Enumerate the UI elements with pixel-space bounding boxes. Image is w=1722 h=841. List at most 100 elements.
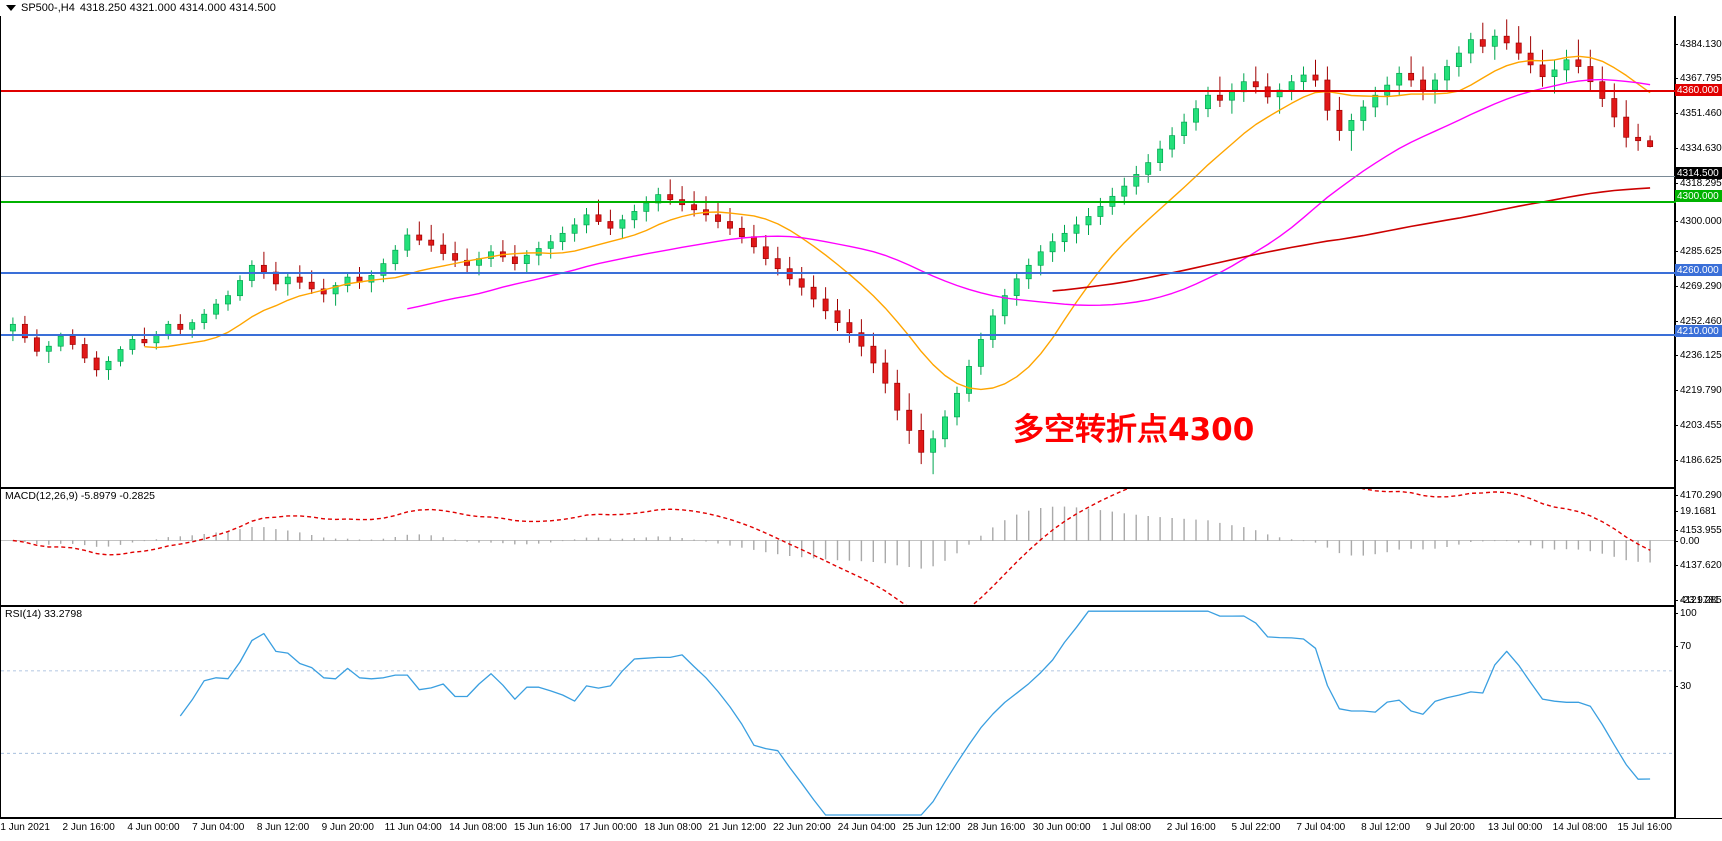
level-line-pivot-4300[interactable] xyxy=(1,201,1676,203)
time-axis-label: 5 Jul 22:00 xyxy=(1231,822,1281,833)
axis-tick-label: -23.9781 xyxy=(1680,594,1720,606)
rsi-axis-tick: 30 xyxy=(1675,680,1722,692)
time-axis-label: 8 Jun 12:00 xyxy=(256,822,310,833)
axis-tick-mark xyxy=(1675,250,1678,252)
time-axis-label: 8 Jul 12:00 xyxy=(1361,822,1411,833)
axis-tick-mark xyxy=(1675,389,1678,391)
axis-tick-mark xyxy=(1675,599,1678,601)
time-axis-label: 21 Jun 12:00 xyxy=(708,822,767,833)
price-plot-area[interactable] xyxy=(1,16,1674,487)
axis-tick-mark xyxy=(1675,685,1678,687)
time-axis-label: 15 Jun 16:00 xyxy=(513,822,572,833)
price-level-label[interactable]: 4360.000 xyxy=(1675,84,1722,96)
axis-tick-mark xyxy=(1675,112,1678,114)
axis-tick-label: 4203.455 xyxy=(1680,419,1722,431)
time-axis-label: 15 Jul 16:00 xyxy=(1617,822,1672,833)
axis-tick-label: 4170.290 xyxy=(1680,489,1722,501)
price-axis[interactable]: 4384.130 4367.795 4351.460 4334.630 4318.295… xyxy=(1675,16,1722,818)
time-axis-label: 25 Jun 12:00 xyxy=(902,822,961,833)
price-axis-tick: 4318.295 xyxy=(1675,177,1722,189)
time-axis-label: 7 Jul 04:00 xyxy=(1296,822,1346,833)
axis-tick-label: 4219.790 xyxy=(1680,384,1722,396)
chart-annotation-text: 多空转折点4300 xyxy=(1013,412,1255,448)
time-axis-label: 22 Jun 20:00 xyxy=(772,822,831,833)
axis-tick-label: 0.00 xyxy=(1680,535,1700,547)
price-axis-tick: 4367.795 xyxy=(1675,72,1722,84)
level-line-current-price-4314[interactable] xyxy=(1,176,1676,177)
time-axis-label: 1 Jun 2021 xyxy=(0,822,50,833)
time-axis-label: 14 Jul 08:00 xyxy=(1552,822,1608,833)
triangle-down-icon[interactable] xyxy=(6,5,16,11)
rsi-axis-tick: 100 xyxy=(1675,607,1722,619)
candlestick-canvas xyxy=(9,19,1654,475)
time-axis-label: 30 Jun 00:00 xyxy=(1032,822,1091,833)
axis-tick-label: 4269.290 xyxy=(1680,280,1722,292)
time-axis-label: 2 Jun 16:00 xyxy=(62,822,115,833)
macd-panel[interactable]: MACD(12,26,9) -5.8979 -0.2825 xyxy=(0,488,1675,606)
axis-tick-label: 4384.130 xyxy=(1680,38,1722,50)
axis-tick-mark xyxy=(1675,182,1678,184)
axis-tick-label: 70 xyxy=(1680,640,1692,652)
axis-tick-mark xyxy=(1675,354,1678,356)
chart-header: SP500-,H4 4318.250 4321.000 4314.000 431… xyxy=(0,0,1722,17)
axis-tick-mark xyxy=(1675,320,1678,322)
ohlc-values: 4318.250 4321.000 4314.000 4314.500 xyxy=(79,2,277,14)
price-level-label[interactable]: 4300.000 xyxy=(1675,190,1722,202)
price-panel[interactable]: 多空转折点4300 xyxy=(0,16,1676,488)
macd-caption: MACD(12,26,9) -5.8979 -0.2825 xyxy=(5,490,155,502)
time-axis-label: 9 Jun 20:00 xyxy=(321,822,374,833)
axis-tick-mark xyxy=(1675,43,1678,45)
axis-tick-label: 4367.795 xyxy=(1680,72,1722,84)
price-axis-tick: 4334.630 xyxy=(1675,142,1722,154)
time-axis-label: 2 Jul 16:00 xyxy=(1166,822,1216,833)
price-axis-tick: 4285.625 xyxy=(1675,245,1722,257)
axis-tick-label: 4351.460 xyxy=(1680,107,1722,119)
price-axis-tick: 4351.460 xyxy=(1675,107,1722,119)
price-axis-tick: 4170.290 xyxy=(1675,489,1722,501)
price-axis-tick: 4186.625 xyxy=(1675,454,1722,466)
axis-tick-mark xyxy=(1675,564,1678,566)
axis-tick-mark xyxy=(1675,645,1678,647)
axis-tick-mark xyxy=(1675,424,1678,426)
macd-plot-area xyxy=(1,489,1674,605)
price-axis-tick: 4384.130 xyxy=(1675,38,1722,50)
price-axis-tick: 4153.955 xyxy=(1675,524,1722,536)
rsi-canvas xyxy=(1,610,1674,816)
time-axis-label: 1 Jul 08:00 xyxy=(1101,822,1151,833)
axis-tick-label: 4186.625 xyxy=(1680,454,1722,466)
level-line-support-4260[interactable] xyxy=(1,272,1676,274)
axis-tick-label: 4153.955 xyxy=(1680,524,1722,536)
axis-tick-mark xyxy=(1675,540,1678,542)
time-axis[interactable]: 1 Jun 2021 2 Jun 16:00 4 Jun 00:00 7 Jun 04… xyxy=(0,818,1722,841)
axis-tick-label: 4285.625 xyxy=(1680,245,1722,257)
rsi-panel[interactable]: RSI(14) 33.2798 xyxy=(0,606,1675,818)
axis-tick-label: 100 xyxy=(1680,607,1697,619)
symbol-label: SP500-,H4 xyxy=(21,2,75,14)
time-axis-label: 4 Jun 00:00 xyxy=(127,822,180,833)
rsi-axis-tick: 70 xyxy=(1675,640,1722,652)
axis-tick-mark xyxy=(1675,147,1678,149)
price-level-label[interactable]: 4260.000 xyxy=(1675,264,1722,276)
axis-tick-mark xyxy=(1675,77,1678,79)
rsi-caption: RSI(14) 33.2798 xyxy=(5,608,83,620)
price-axis-tick: 4236.125 xyxy=(1675,349,1722,361)
time-axis-label: 7 Jun 04:00 xyxy=(192,822,245,833)
level-line-support-4210[interactable] xyxy=(1,334,1676,336)
level-line-resistance-4360[interactable] xyxy=(1,90,1676,92)
axis-tick-label: 4318.295 xyxy=(1680,177,1722,189)
axis-tick-mark xyxy=(1675,459,1678,461)
symbol-info-row: SP500-,H4 4318.250 4321.000 4314.000 431… xyxy=(6,1,276,15)
axis-tick-mark xyxy=(1675,612,1678,614)
price-level-label[interactable]: 4210.000 xyxy=(1675,325,1722,337)
time-axis-label: 28 Jun 16:00 xyxy=(967,822,1026,833)
axis-tick-label: 4236.125 xyxy=(1680,349,1722,361)
time-axis-label: 14 Jun 08:00 xyxy=(449,822,507,833)
axis-tick-mark xyxy=(1675,220,1678,222)
axis-tick-label: 4334.630 xyxy=(1680,142,1722,154)
axis-tick-label: 4252.460 xyxy=(1680,315,1722,327)
price-level-label[interactable]: 4314.500 xyxy=(1675,167,1722,179)
axis-tick-mark xyxy=(1675,285,1678,287)
axis-tick-mark xyxy=(1675,494,1678,496)
axis-tick-label: 4300.000 xyxy=(1680,215,1722,227)
